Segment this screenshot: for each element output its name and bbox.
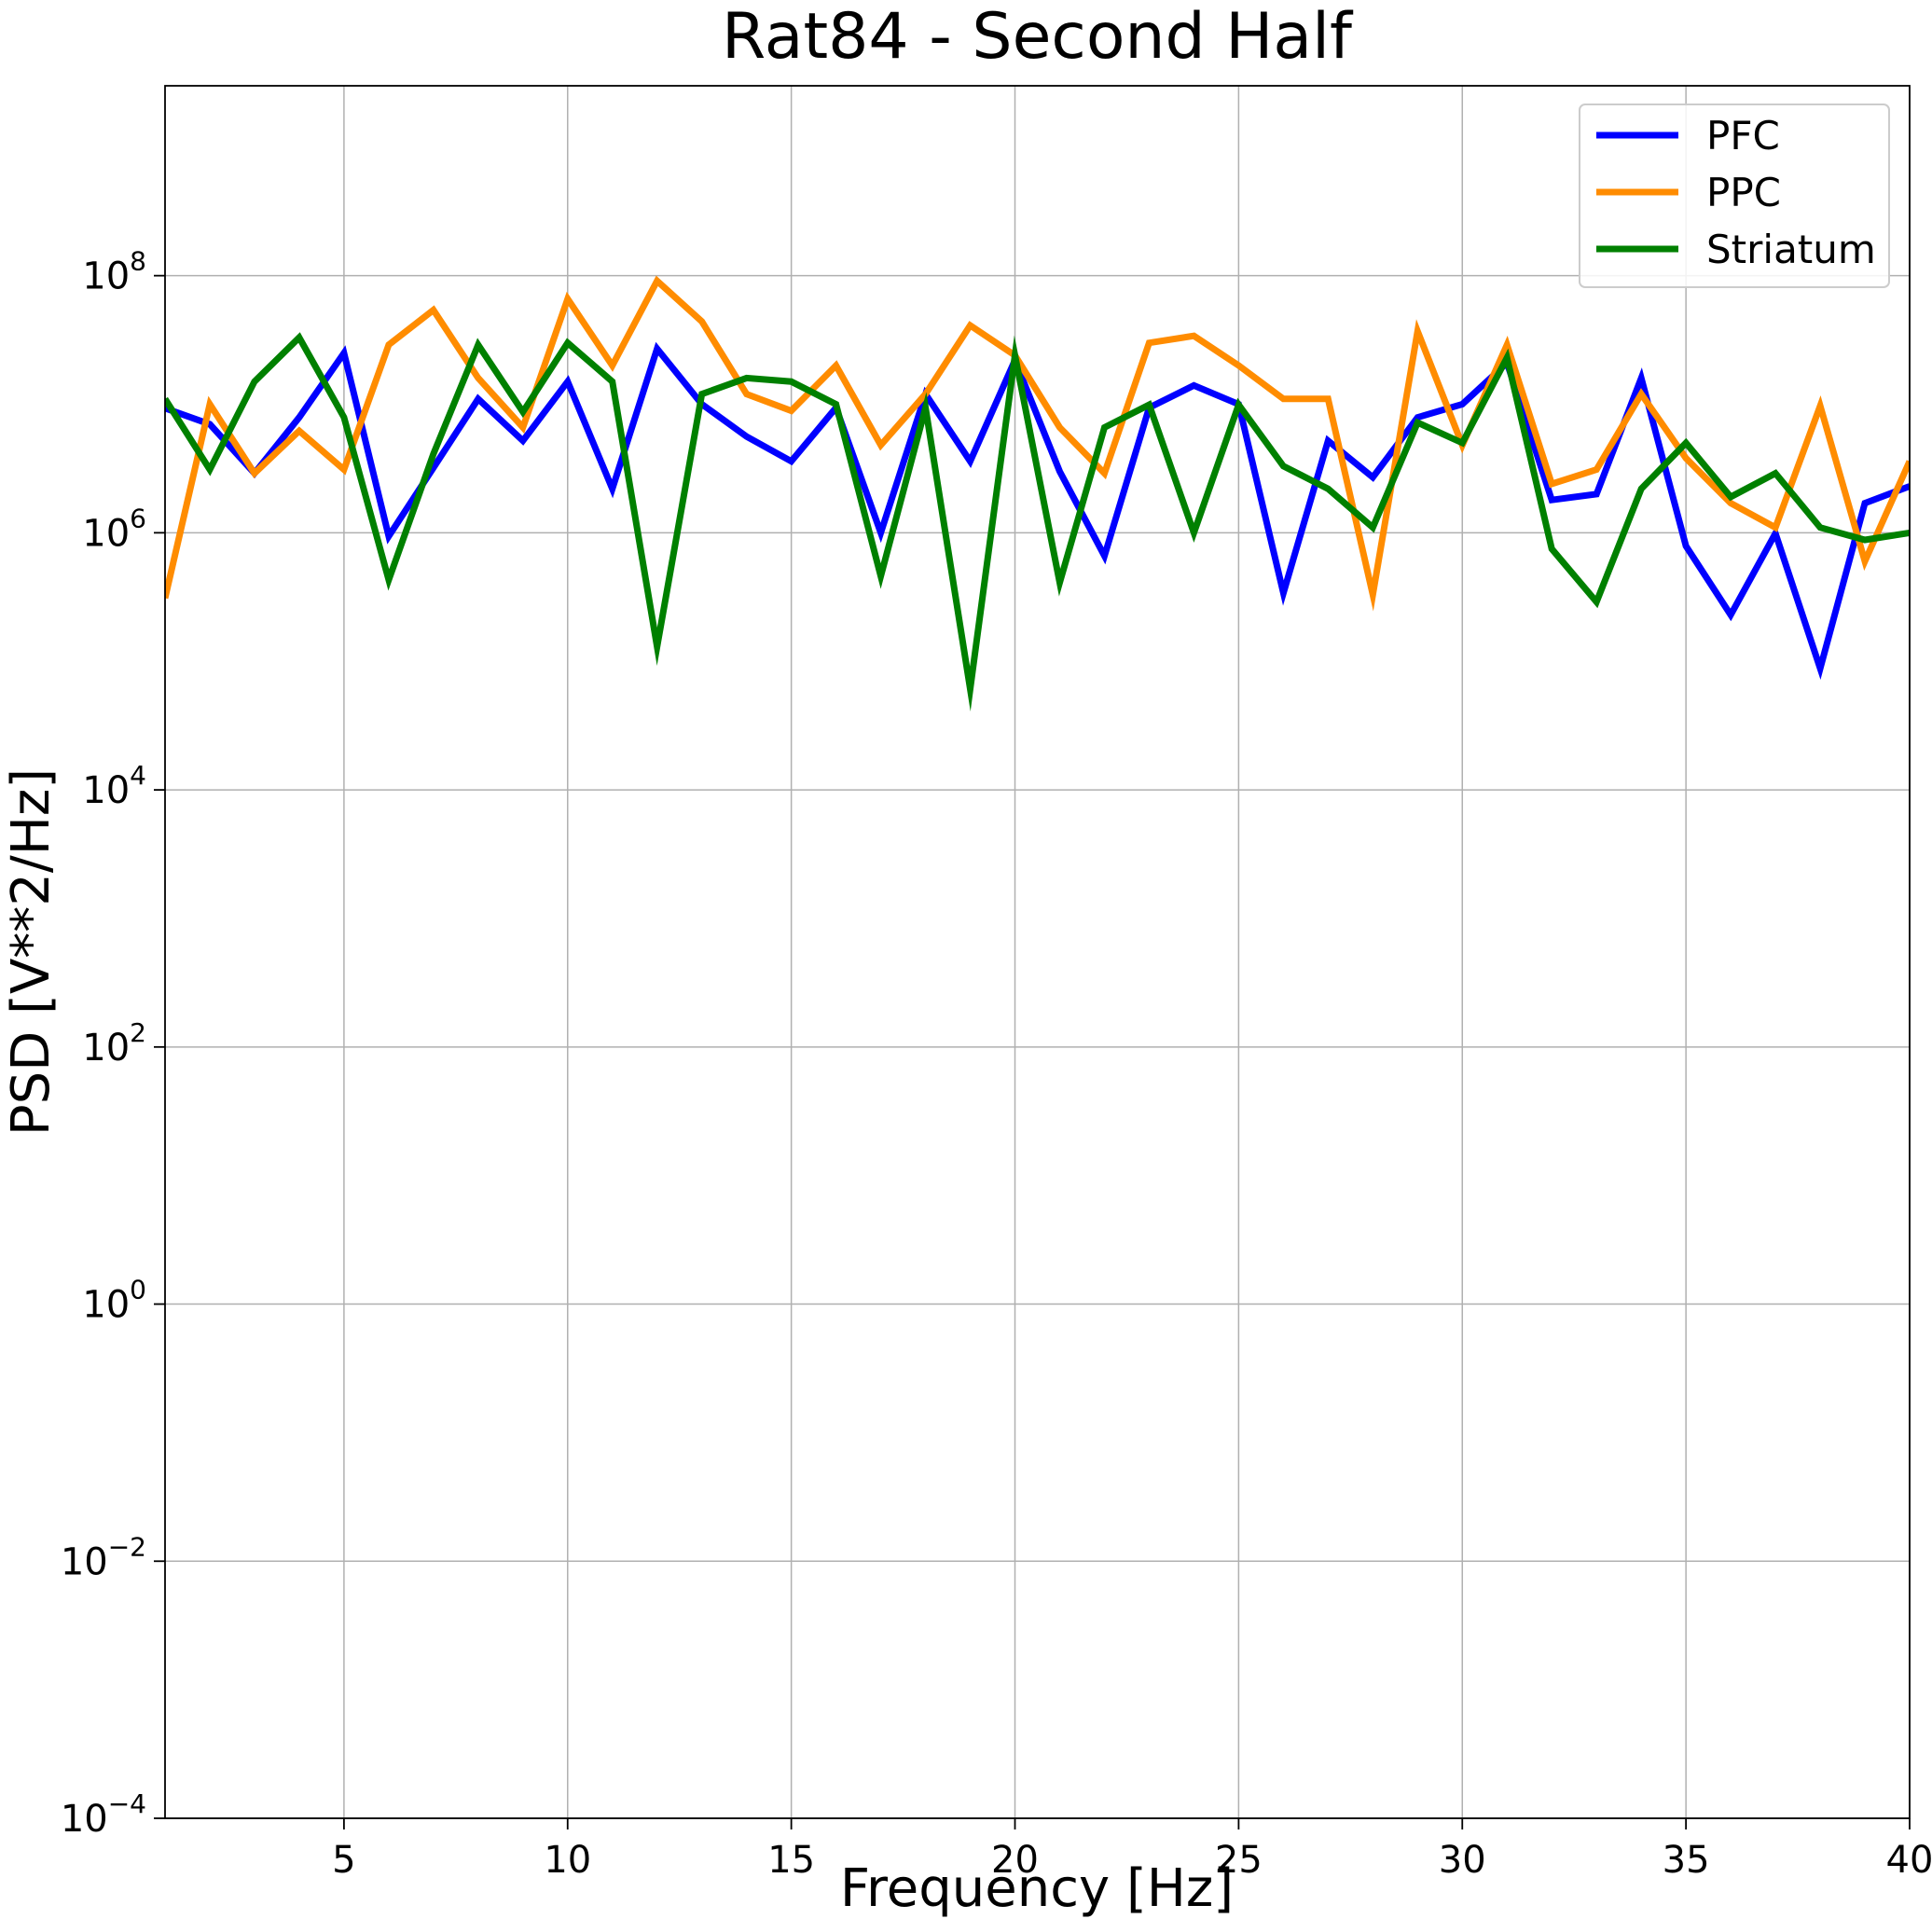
y-tick-exponent: −4 [108, 1788, 146, 1819]
y-tick-base: 10 [82, 1284, 130, 1327]
y-tick-exponent: 0 [130, 1275, 146, 1305]
y-tick-label: 10−2 [61, 1531, 146, 1583]
y-tick-label: 10−4 [61, 1788, 146, 1841]
x-tick-label: 20 [991, 1839, 1039, 1882]
legend-label-ppc: PPC [1706, 170, 1781, 215]
series-line-ppc [165, 275, 1910, 612]
x-tick-label: 5 [332, 1839, 355, 1882]
y-tick-label: 102 [82, 1017, 146, 1070]
y-tick-label: 106 [82, 503, 146, 555]
legend: PFC PPC Striatum [1579, 104, 1890, 288]
x-tick-label: 35 [1663, 1839, 1710, 1882]
plot-frame [164, 85, 1911, 1819]
y-tick-label: 104 [82, 760, 146, 812]
series-lines [165, 275, 1910, 711]
y-tick-base: 10 [82, 769, 130, 812]
chart-title: Rat84 - Second Half [722, 0, 1354, 74]
y-tick-exponent: −2 [108, 1531, 146, 1562]
y-tick-base: 10 [82, 512, 130, 555]
x-tick-label: 30 [1439, 1839, 1486, 1882]
y-tick-base: 10 [61, 1798, 108, 1841]
x-tick-label: 25 [1215, 1839, 1263, 1882]
x-tick-label: 15 [767, 1839, 815, 1882]
legend-label-striatum: Striatum [1706, 227, 1876, 272]
y-tick-base: 10 [82, 1027, 130, 1070]
y-tick-base: 10 [61, 1540, 108, 1583]
x-axis-label: Frequency [Hz] [840, 1858, 1234, 1919]
y-tick-label: 100 [82, 1275, 146, 1327]
y-tick-exponent: 2 [130, 1017, 146, 1048]
y-tick-exponent: 8 [130, 246, 146, 277]
series-line-striatum [165, 332, 1910, 711]
y-tick-exponent: 4 [130, 760, 146, 791]
x-tick-label: 40 [1886, 1839, 1932, 1882]
x-ticks: 5 10 15 20 25 30 35 40 [332, 1818, 1932, 1882]
y-tick-label: 108 [82, 246, 146, 298]
y-tick-base: 10 [82, 255, 130, 298]
legend-label-pfc: PFC [1706, 113, 1780, 159]
y-axis-label: PSD [V**2/Hz] [1, 768, 62, 1136]
x-tick-label: 10 [544, 1839, 591, 1882]
y-tick-exponent: 6 [130, 503, 146, 533]
legend-box [1579, 104, 1890, 288]
